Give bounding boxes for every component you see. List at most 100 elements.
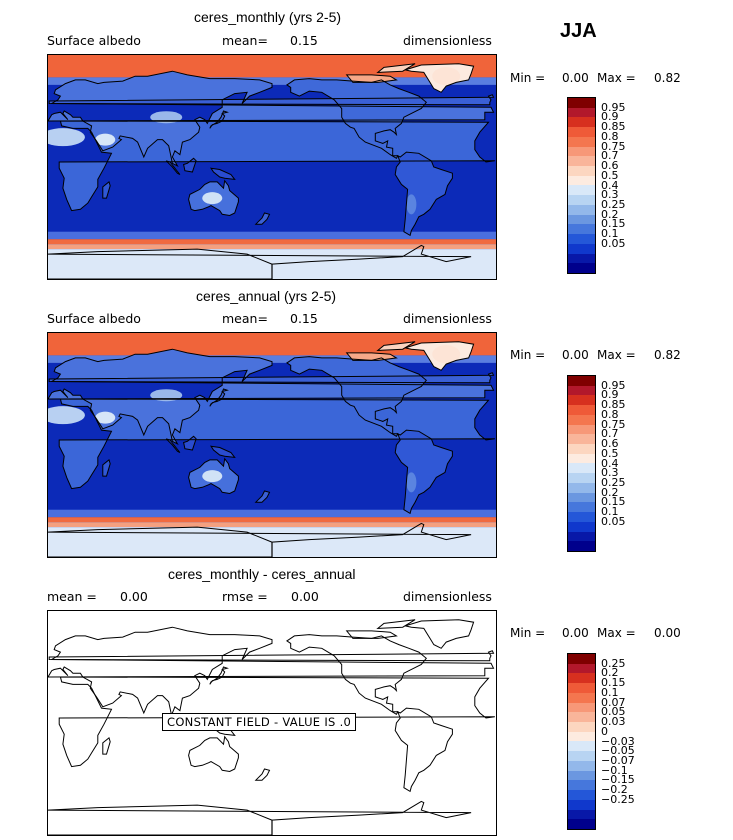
colorbar-label: −0.15 <box>601 773 635 787</box>
colorbar-label: 0.5 <box>601 446 619 460</box>
australia-patch <box>202 192 223 205</box>
panel1-units: dimensionless <box>403 33 492 48</box>
coastline-africa <box>58 398 495 490</box>
colorbar-label: 0.03 <box>601 715 626 729</box>
colorbar-label: 0.75 <box>601 417 626 431</box>
colorbar-label: 0.1 <box>601 505 619 519</box>
colorbar-swatch <box>568 195 595 205</box>
colorbar-swatch <box>568 663 595 674</box>
andes-patch <box>406 472 417 493</box>
panel1-mean-label: mean= <box>222 33 268 48</box>
colorbar-label: 0.3 <box>601 188 619 202</box>
colorbar-swatch <box>568 731 595 742</box>
land-newguinea <box>211 446 235 458</box>
coastline-namerica <box>285 634 427 716</box>
colorbar-swatch <box>568 414 595 425</box>
coastline-eurasia <box>48 70 495 167</box>
coastline-newzealand <box>254 490 271 503</box>
panel1-variable: Surface albedo <box>47 33 141 48</box>
colorbar-swatch <box>568 512 595 522</box>
panel1-colorbar <box>567 97 596 274</box>
colorbar-label: 0.75 <box>601 139 626 153</box>
coastline-sumatra <box>165 160 181 175</box>
colorbar-swatch <box>568 453 595 464</box>
sea-ice-band <box>48 517 496 523</box>
constant-field-note: CONSTANT FIELD - VALUE IS .0 <box>162 713 357 731</box>
coastline-sumatra <box>165 438 181 453</box>
colorbar-label: 0.9 <box>601 110 619 124</box>
coastline-britain <box>48 94 495 106</box>
colorbar-label: −0.1 <box>601 763 628 777</box>
colorbar-swatch <box>568 107 595 118</box>
arctic-edge <box>48 77 496 85</box>
coastline-japan <box>209 110 229 129</box>
colorbar-swatch <box>568 482 595 493</box>
panel1-min-value: 0.00 <box>562 71 589 85</box>
arabia-patch <box>95 133 116 146</box>
colorbar-swatch <box>568 136 595 147</box>
panel1-coastlines <box>48 63 495 279</box>
colorbar-label: 0.8 <box>601 129 619 143</box>
colorbar-swatch <box>568 809 595 820</box>
panel2-map <box>47 332 497 558</box>
colorbar-label: 0.25 <box>601 197 626 211</box>
south-band-1 <box>48 509 496 518</box>
panel2-coastlines <box>48 341 495 557</box>
arctic-edge <box>48 355 496 363</box>
colorbar-label: 0.8 <box>601 407 619 421</box>
coastline-africa <box>58 120 495 212</box>
colorbar-swatch <box>568 385 595 396</box>
colorbar-swatch <box>568 780 595 791</box>
panel3-mean-value: 0.00 <box>120 589 148 604</box>
colorbar-swatch <box>568 253 595 264</box>
colorbar-swatch <box>568 751 595 761</box>
colorbar-swatch <box>568 683 595 693</box>
panel1-title: ceres_monthly (yrs 2-5) <box>194 9 342 25</box>
colorbar-swatch <box>568 790 595 800</box>
coastline-antarctica <box>48 800 472 835</box>
colorbar-swatch <box>568 444 595 454</box>
arabia-patch <box>95 411 116 424</box>
colorbar-label: 0.2 <box>601 207 619 221</box>
coastline-borneo <box>183 435 197 451</box>
panel2-colorbar <box>567 375 596 552</box>
land-eurasia <box>48 71 494 166</box>
panel2-title: ceres_annual (yrs 2-5) <box>196 288 337 304</box>
coastline-madagascar <box>102 737 111 755</box>
panel3-rmse-label: rmse = <box>222 589 268 604</box>
colorbar-swatch <box>568 702 595 713</box>
colorbar-label: 0.7 <box>601 427 619 441</box>
coastline-arctic1 <box>345 352 398 361</box>
colorbar-label: 0.05 <box>601 705 626 719</box>
land-arctic2 <box>377 341 416 351</box>
coastline-samerica <box>394 707 453 793</box>
colorbar-swatch <box>568 492 595 503</box>
colorbar-label: 0.1 <box>601 227 619 241</box>
colorbar-swatch <box>568 434 595 445</box>
panel3-title: ceres_monthly - ceres_annual <box>168 566 356 582</box>
coastline-britain <box>48 372 495 384</box>
panel1-field <box>48 55 496 279</box>
colorbar-swatch <box>568 531 595 542</box>
colorbar-swatch <box>568 760 595 771</box>
colorbar-swatch <box>568 799 595 810</box>
colorbar-swatch <box>568 156 595 167</box>
colorbar-swatch <box>568 214 595 225</box>
land-britain <box>49 94 494 105</box>
coastline-greenland <box>405 619 475 649</box>
colorbar-swatch <box>568 263 595 273</box>
colorbar-swatch <box>568 166 595 176</box>
colorbar-swatch <box>568 712 595 723</box>
colorbar-label: 0.85 <box>601 398 626 412</box>
colorbar-swatch <box>568 502 595 513</box>
panel3-colorbar <box>567 653 596 830</box>
colorbar-swatch <box>568 127 595 137</box>
colorbar-label: 0.25 <box>601 475 626 489</box>
andes-patch <box>406 194 417 215</box>
colorbar-swatch <box>568 521 595 532</box>
coastline-greenland <box>405 341 475 371</box>
coastline-borneo <box>183 157 197 173</box>
coastline-newguinea <box>209 167 236 181</box>
panel2-units: dimensionless <box>403 311 492 326</box>
sahara-patch <box>48 406 85 425</box>
